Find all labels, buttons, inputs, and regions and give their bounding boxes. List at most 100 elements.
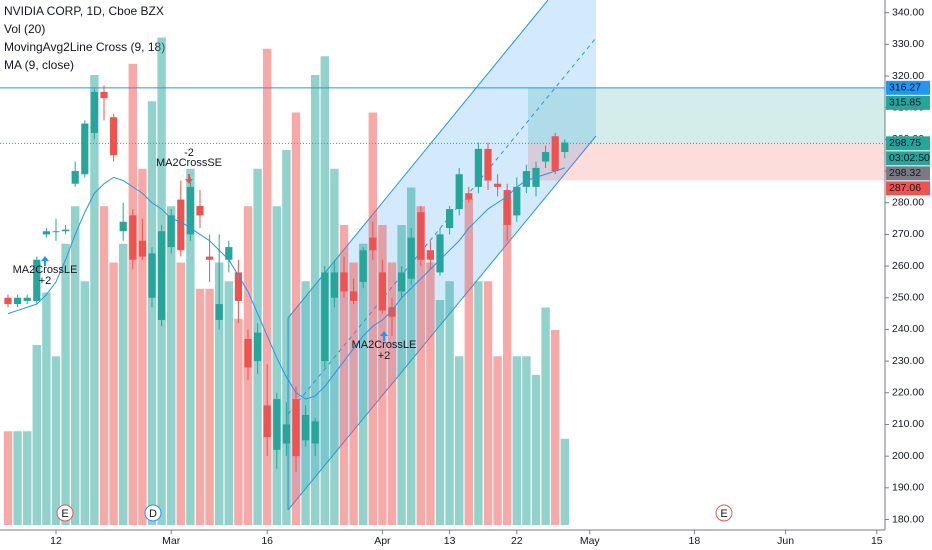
price-label: 316.27 [889,82,921,94]
volume-bar [99,206,109,525]
chart-title: NVIDIA CORP, 1D, Cboe BZX [4,4,164,18]
candle-body [503,190,511,225]
y-tick-label: 180.00 [892,513,924,525]
volume-bar [330,168,339,525]
price-label: 287.06 [889,182,921,194]
candle-body [455,174,463,210]
event-marker [56,504,74,522]
candle-body [4,297,12,305]
volume-bar [301,281,310,525]
price-label: 315.85 [889,97,921,109]
volume-bar [378,225,387,525]
volume-bar [435,300,445,525]
candle-body [90,91,98,134]
volume-bar [416,206,425,525]
x-tick-label: Mar [162,535,181,547]
signal-arrow [380,331,388,341]
x-tick-label: 15 [871,535,883,547]
candle-body [234,272,242,301]
price-label-box [886,80,930,95]
volume-bar [483,281,493,525]
candle-body [158,231,166,320]
candle-body [225,247,233,260]
candle-body [254,332,262,362]
candle-body [446,209,454,229]
volume-bar [359,243,368,525]
candle-body [484,148,492,181]
price-label-box [886,166,930,181]
volume-bar [339,225,349,525]
signal-arrow [41,256,49,266]
volume-bar [368,112,377,525]
candle-body [292,399,300,457]
volume-bar [80,281,89,525]
volume-bar [407,187,416,525]
y-tick-label: 240.00 [892,323,924,335]
price-label-box [886,136,930,151]
volume-bar [32,345,41,525]
volume-bar [147,101,157,525]
volume-bar [282,150,291,525]
candle-body [311,421,319,444]
candle-body [436,234,444,273]
volume-bar [13,431,22,525]
volume-bar [176,262,185,525]
volume-bar [349,262,358,525]
candle-body [186,186,194,235]
volume-bar [224,281,233,525]
x-tick-label: Jun [777,535,794,547]
volume-bar [272,206,281,525]
price-label: 298.32 [889,167,921,179]
volume-bar [493,356,502,525]
x-tick-label: May [580,535,601,547]
candle-body [81,123,89,175]
candle-body [138,240,146,257]
x-tick-label: 12 [50,535,62,547]
signal-value: +2 [39,275,52,287]
volume-bar [90,75,99,525]
candle-body [426,250,434,260]
volume-bar [128,63,137,525]
y-tick-label: 280.00 [892,197,924,209]
candle-body [474,148,482,187]
volume-bar [205,288,214,525]
ma-line [7,167,565,400]
volume-bar [311,75,320,525]
candle-body [522,171,530,187]
volume-bar [3,431,13,525]
y-tick-label: 220.00 [892,387,924,399]
price-label-box [886,181,930,196]
signal-arrow [185,174,193,184]
signal-value: +2 [378,350,391,362]
candle-body [52,231,60,233]
volume-bar [387,262,397,525]
candle-body [263,405,271,438]
volume-bar [455,356,464,525]
stop-zone [528,143,885,181]
volume-bar [445,281,454,525]
candle-body [359,250,367,282]
volume-bar [138,168,147,525]
event-label: E [720,508,727,520]
y-tick-label: 200.00 [892,450,924,462]
volume-bar [23,431,32,525]
event-label: D [149,508,157,520]
volume-bar [234,318,243,525]
candle-body [23,297,31,301]
candle-body [206,256,214,260]
volume-bar [291,112,301,525]
candle-body [378,272,386,311]
volume-bar [186,168,195,525]
indicator: MA (9, close) [4,58,74,72]
price-label-box [886,95,930,110]
candle-body [167,215,175,248]
y-tick-label: 270.00 [892,228,924,240]
candle-body [398,272,406,292]
x-tick-label: 18 [689,535,701,547]
candle-body [561,142,569,153]
event-label: E [61,508,68,520]
signal-label: MA2CrossLE [13,264,78,276]
countdown-box [886,151,930,166]
volume-bar [71,206,80,525]
